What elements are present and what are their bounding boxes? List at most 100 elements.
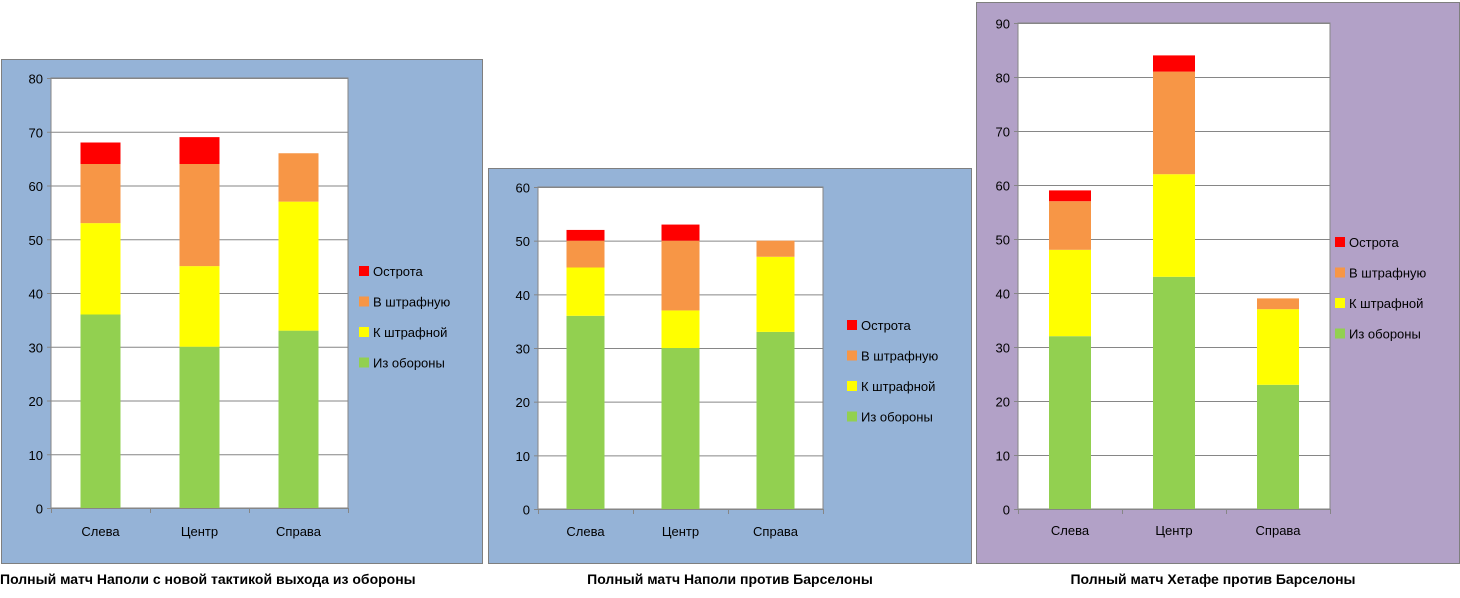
legend-swatch [847,350,857,361]
bar-segment [179,137,220,164]
legend-swatch [359,327,369,337]
bar-segment [179,346,220,508]
x-category-label: Справа [1256,523,1302,538]
y-tick-label: 0 [1003,503,1010,518]
bar-segment [80,223,121,315]
legend-swatch [847,381,857,391]
y-tick-label: 30 [996,341,1010,356]
y-tick-label: 50 [996,233,1010,248]
bar-segment [1049,249,1091,337]
legend-swatch [1335,267,1345,278]
chart-2-caption: Полный матч Наполи против Барселоны [587,571,873,587]
legend-label: Из обороны [1349,327,1421,342]
y-tick-label: 50 [29,233,43,248]
chart-panel-1: 0 10 20 30 40 50 60 70 80 Слева Центр Справа Острота… [1,59,483,564]
chart-3-svg: 0 10 20 30 40 50 60 70 80 90 Слева Центр Справа Остро… [996,17,1427,539]
chart-panel-3: 0 10 20 30 40 50 60 70 80 90 Слева Центр Справа Остро… [976,2,1460,564]
bar-segment [278,330,319,508]
legend-label: В штрафную [373,295,451,310]
bar-segment [1049,190,1091,202]
bar-segment [278,153,319,202]
y-tick-label: 20 [29,394,43,409]
legend-label: Острота [1349,235,1400,250]
y-tick-label: 60 [996,179,1010,194]
bar-segment [1257,298,1299,310]
x-category-label: Центр [662,524,699,539]
x-category-label: Центр [181,524,218,539]
chart-3-caption: Полный матч Хетафе против Барселоны [1070,571,1356,587]
bar-segment [80,142,121,164]
chart-panel-2: 0 10 20 30 40 50 60 Слева Центр Справа Острота В шт… [488,168,972,564]
y-tick-label: 70 [29,125,43,140]
legend-label: К штрафной [861,379,935,394]
bar-segment [80,314,121,508]
bar-segment [1257,384,1299,509]
legend-label: К штрафной [1349,296,1423,311]
bar-segment [1049,336,1091,509]
x-category-label: Слева [1051,523,1090,538]
legend-swatch [359,357,369,368]
y-tick-label: 70 [996,125,1010,140]
bar-segment [1257,309,1299,385]
legend-label: В штрафную [1349,266,1427,281]
bar-segment [1153,276,1195,509]
bar-segment [661,348,700,509]
legend-label: К штрафной [373,325,447,340]
bar-segment [661,240,700,311]
legend-swatch [359,266,369,276]
x-category-label: Справа [753,524,799,539]
y-tick-label: 80 [29,72,43,87]
x-category-label: Центр [1155,523,1192,538]
legend-swatch [1335,237,1345,247]
bar-segment [566,240,605,268]
legend-swatch [1335,298,1345,308]
legend-swatch [1335,328,1345,339]
bar-segment [80,164,121,224]
bar-segment [1153,71,1195,175]
x-category-label: Слева [81,524,120,539]
bar-segment [179,266,220,347]
x-category-label: Справа [276,524,322,539]
y-tick-label: 60 [29,179,43,194]
y-tick-label: 90 [996,17,1010,32]
y-tick-label: 10 [516,449,530,464]
bar-segment [661,310,700,348]
y-tick-label: 20 [516,395,530,410]
y-tick-label: 20 [996,395,1010,410]
chart-1-caption: Полный матч Наполи с новой тактикой выхо… [0,571,416,587]
bar-segment [1153,55,1195,72]
bar-segment [756,240,795,257]
y-tick-label: 0 [36,502,43,517]
y-tick-label: 30 [29,340,43,355]
y-tick-label: 60 [516,181,530,196]
y-tick-label: 30 [516,342,530,357]
y-tick-label: 0 [523,503,530,518]
bar-segment [1049,201,1091,250]
y-tick-label: 80 [996,71,1010,86]
legend-swatch [847,320,857,330]
bar-segment [179,164,220,267]
chart-2-svg: 0 10 20 30 40 50 60 Слева Центр Справа Острота В шт… [516,181,939,540]
y-tick-label: 10 [996,449,1010,464]
legend-swatch [847,411,857,422]
bar-segment [278,201,319,331]
legend-label: Из обороны [861,410,933,425]
y-tick-label: 40 [516,288,530,303]
legend-label: Острота [373,264,424,279]
bar-segment [1153,174,1195,277]
bar-segment [661,224,700,241]
bar-segment [756,331,795,509]
bar-segment [566,229,605,241]
bar-segment [566,315,605,509]
y-tick-label: 40 [996,287,1010,302]
legend-label: В штрафную [861,349,939,364]
chart-1-svg: 0 10 20 30 40 50 60 70 80 Слева Центр Справа Острота… [29,72,451,540]
legend-swatch [359,296,369,307]
legend-label: Острота [861,318,912,333]
y-tick-label: 40 [29,287,43,302]
bar-segment [566,267,605,316]
y-tick-label: 50 [516,234,530,249]
x-category-label: Слева [566,524,605,539]
y-tick-label: 10 [29,448,43,463]
legend-label: Из обороны [373,356,445,371]
